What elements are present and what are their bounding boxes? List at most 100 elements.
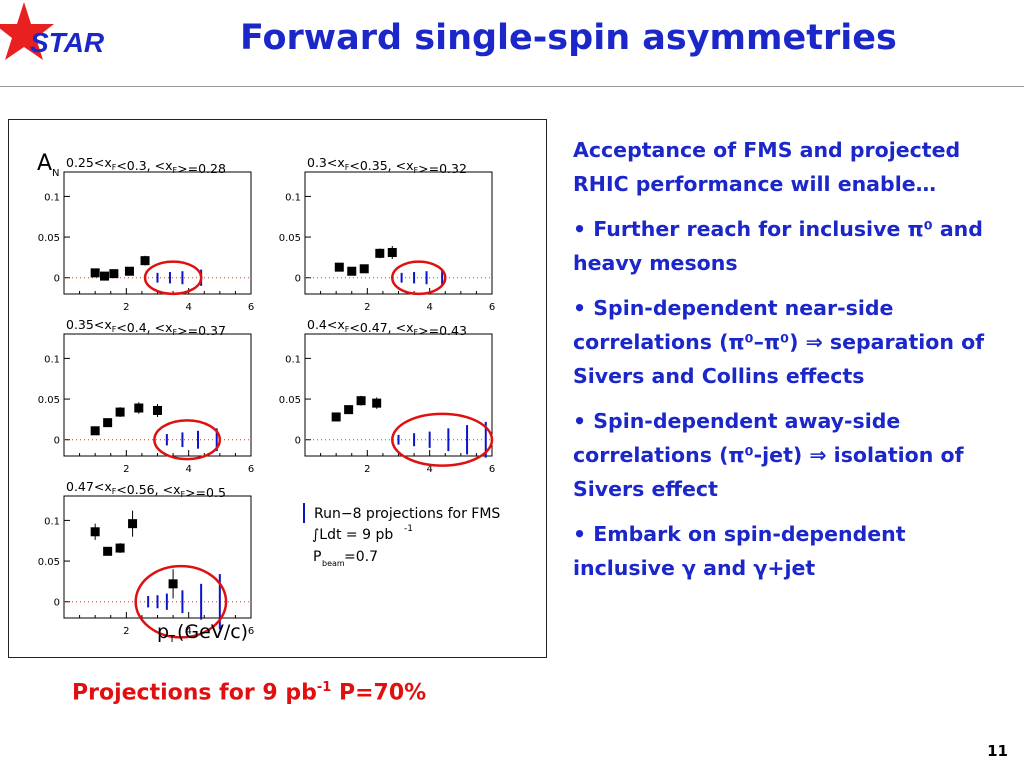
legend-line1: Run−8 projections for FMS bbox=[314, 506, 500, 522]
asymmetry-plots: 0.25<xF<0.3, <xF>=0.28 0 0.05 0.1 2 4 6 0.3<xF<… bbox=[37, 151, 500, 645]
caption-superscript: -1 bbox=[316, 680, 332, 695]
data-point bbox=[140, 256, 150, 266]
data-point bbox=[90, 426, 100, 436]
x-tick-label: 2 bbox=[123, 302, 129, 313]
y-axis-label: A bbox=[37, 151, 52, 176]
y-tick-label: 0.05 bbox=[38, 233, 60, 244]
y-tick-label: 0.1 bbox=[285, 354, 301, 365]
highlight-ellipse bbox=[391, 412, 494, 467]
y-axis-label-sub: N bbox=[52, 168, 59, 179]
bullet-intro: Acceptance of FMS and projected RHIC per… bbox=[573, 138, 961, 196]
data-point bbox=[103, 418, 113, 428]
y-tick-label: 0 bbox=[295, 274, 301, 285]
y-tick-label: 0.05 bbox=[279, 233, 301, 244]
data-point bbox=[115, 543, 125, 553]
logo-text: STAR bbox=[30, 27, 105, 58]
x-tick-label: 6 bbox=[489, 302, 495, 313]
caption-tail: P=70% bbox=[331, 680, 427, 706]
x-tick-label: 4 bbox=[426, 302, 432, 313]
star-icon bbox=[0, 2, 54, 60]
y-tick-label: 0 bbox=[54, 598, 60, 609]
y-tick-label: 0 bbox=[54, 274, 60, 285]
data-point bbox=[153, 405, 162, 415]
data-point bbox=[109, 269, 119, 279]
bullet-text: Further reach for inclusive π⁰ and heavy… bbox=[573, 217, 983, 275]
x-tick-label: 6 bbox=[489, 464, 495, 475]
data-point bbox=[115, 407, 125, 417]
legend-line3-value: =0.7 bbox=[344, 549, 378, 565]
panel-title: 0.3<xF<0.35, <xF>=0.32 bbox=[307, 155, 467, 176]
chart-panel-4: 0.4<xF<0.47, <xF>=0.43 0 0.05 0.1 2 4 6 bbox=[279, 317, 495, 475]
x-tick-label: 6 bbox=[248, 626, 254, 637]
legend-line2: ∫Ldt = 9 pb bbox=[312, 527, 393, 543]
page-number: 11 bbox=[987, 742, 1008, 760]
data-point bbox=[124, 266, 134, 276]
highlight-ellipse bbox=[153, 419, 222, 461]
x-axis-label: p bbox=[157, 621, 169, 643]
chart-panel-3: 0.35<xF<0.4, <xF>=0.37 0 0.05 0.1 2 4 6 bbox=[38, 317, 254, 475]
plot-frame bbox=[63, 333, 252, 457]
y-tick-label: 0.1 bbox=[44, 354, 60, 365]
bullet-text: Spin-dependent near-side correlations (π… bbox=[573, 296, 985, 388]
y-tick-label: 0.1 bbox=[285, 192, 301, 203]
data-point bbox=[359, 264, 369, 274]
data-point bbox=[134, 403, 144, 413]
chart-panel-5: 0.47<xF<0.56, <xF>=0.5 0 0.05 0.1 2 4 6 bbox=[38, 479, 254, 639]
bullet-item: • Embark on spin-dependent inclusive γ a… bbox=[573, 522, 906, 580]
page-title: Forward single-spin asymmetries bbox=[240, 18, 897, 58]
data-point bbox=[103, 546, 113, 556]
y-tick-label: 0 bbox=[54, 436, 60, 447]
title-divider bbox=[0, 86, 1024, 87]
panel-title: 0.47<xF<0.56, <xF>=0.5 bbox=[66, 479, 226, 500]
chart-panel-1: 0.25<xF<0.3, <xF>=0.28 0 0.05 0.1 2 4 6 bbox=[38, 155, 254, 313]
data-point bbox=[331, 412, 341, 422]
x-axis-unit: (GeV/c) bbox=[177, 621, 248, 643]
chart-panel-2: 0.3<xF<0.35, <xF>=0.32 0 0.05 0.1 2 4 6 bbox=[279, 155, 495, 313]
data-point bbox=[372, 398, 382, 408]
highlight-ellipse bbox=[143, 260, 203, 296]
figure-panel: 0.25<xF<0.3, <xF>=0.28 0 0.05 0.1 2 4 6 0.3<xF<… bbox=[8, 119, 547, 658]
x-axis-label-sub: T bbox=[168, 634, 176, 645]
legend-line3: P bbox=[313, 549, 321, 565]
highlight-ellipse bbox=[134, 564, 228, 639]
x-tick-label: 4 bbox=[185, 626, 191, 637]
y-tick-label: 0.05 bbox=[279, 395, 301, 406]
data-point bbox=[356, 396, 366, 406]
data-point bbox=[90, 527, 100, 537]
data-point bbox=[387, 248, 397, 258]
y-tick-label: 0.1 bbox=[44, 516, 60, 527]
bullet-list: Acceptance of FMS and projected RHIC per… bbox=[573, 133, 1003, 596]
data-point bbox=[100, 271, 110, 281]
panel-title: 0.4<xF<0.47, <xF>=0.43 bbox=[307, 317, 467, 338]
legend-line2-sup: -1 bbox=[404, 524, 413, 534]
bullet-item: • Further reach for inclusive π⁰ and hea… bbox=[573, 217, 983, 275]
x-tick-label: 6 bbox=[248, 302, 254, 313]
data-point bbox=[347, 266, 357, 276]
panel-title: 0.25<xF<0.3, <xF>=0.28 bbox=[66, 155, 226, 176]
y-tick-label: 0.1 bbox=[44, 192, 60, 203]
star-logo: STAR bbox=[0, 2, 105, 60]
data-point bbox=[128, 519, 138, 529]
panel-title: 0.35<xF<0.4, <xF>=0.37 bbox=[66, 317, 226, 338]
figure-caption: Projections for 9 pb-1 P=70% bbox=[72, 680, 426, 705]
x-tick-label: 4 bbox=[426, 464, 432, 475]
data-point bbox=[90, 268, 100, 278]
legend-line3-sub: beam bbox=[322, 559, 345, 568]
bullet-item: • Spin-dependent away-side correlations … bbox=[573, 409, 964, 501]
highlight-ellipse bbox=[391, 260, 447, 296]
bullet-text: Spin-dependent away-side correlations (π… bbox=[573, 409, 964, 501]
x-tick-label: 4 bbox=[185, 302, 191, 313]
data-point bbox=[168, 579, 178, 589]
x-tick-label: 2 bbox=[364, 464, 370, 475]
y-tick-label: 0.05 bbox=[38, 557, 60, 568]
x-tick-label: 2 bbox=[123, 626, 129, 637]
plot-frame bbox=[304, 171, 493, 295]
y-tick-label: 0 bbox=[295, 436, 301, 447]
x-tick-label: 4 bbox=[185, 464, 191, 475]
data-point bbox=[375, 248, 385, 258]
bullet-item: • Spin-dependent near-side correlations … bbox=[573, 296, 985, 388]
y-tick-label: 0.05 bbox=[38, 395, 60, 406]
x-tick-label: 6 bbox=[248, 464, 254, 475]
data-point bbox=[344, 405, 354, 415]
bullet-text: Embark on spin-dependent inclusive γ and… bbox=[573, 522, 906, 580]
